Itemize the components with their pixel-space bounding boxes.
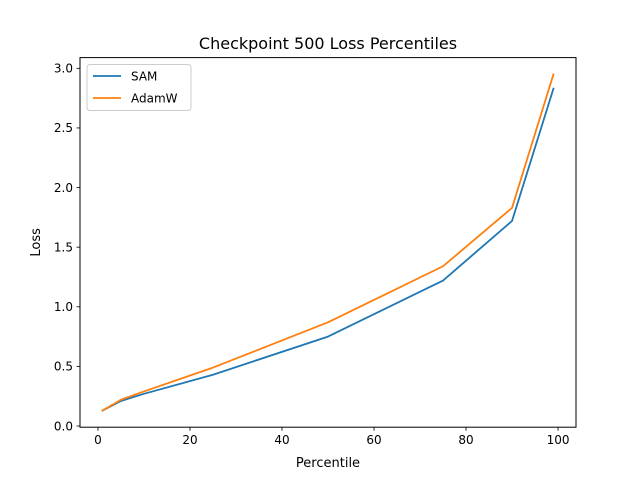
legend-label-adamw: AdamW <box>131 92 178 106</box>
y-tick-label: 1.5 <box>54 240 73 254</box>
x-axis-ticks: 0 20 40 60 80 100 <box>94 427 570 447</box>
y-tick-label: 1.0 <box>54 300 73 314</box>
legend: SAM AdamW <box>86 64 192 111</box>
y-tick-label: 3.0 <box>54 62 73 76</box>
x-tick-label: 60 <box>366 433 381 447</box>
y-tick-label: 0.5 <box>54 360 73 374</box>
x-tick-label: 80 <box>458 433 473 447</box>
y-axis-ticks: 0.0 0.5 1.0 1.5 2.0 2.5 3.0 <box>54 62 80 433</box>
y-tick-label: 2.0 <box>54 181 73 195</box>
y-tick-label: 0.0 <box>54 419 73 433</box>
x-axis-label: Percentile <box>296 456 360 471</box>
series-line-sam <box>101 87 555 412</box>
legend-label-sam: SAM <box>131 70 157 84</box>
x-tick-label: 0 <box>94 433 102 447</box>
x-tick-label: 40 <box>274 433 289 447</box>
y-tick-label: 2.5 <box>54 121 73 135</box>
x-tick-label: 100 <box>547 433 570 447</box>
series-layer <box>101 73 555 412</box>
x-tick-label: 20 <box>182 433 197 447</box>
series-line-adamw <box>101 73 555 412</box>
chart-title: Checkpoint 500 Loss Percentiles <box>199 34 457 53</box>
y-axis-label: Loss <box>29 228 44 257</box>
plot-frame <box>79 57 577 428</box>
